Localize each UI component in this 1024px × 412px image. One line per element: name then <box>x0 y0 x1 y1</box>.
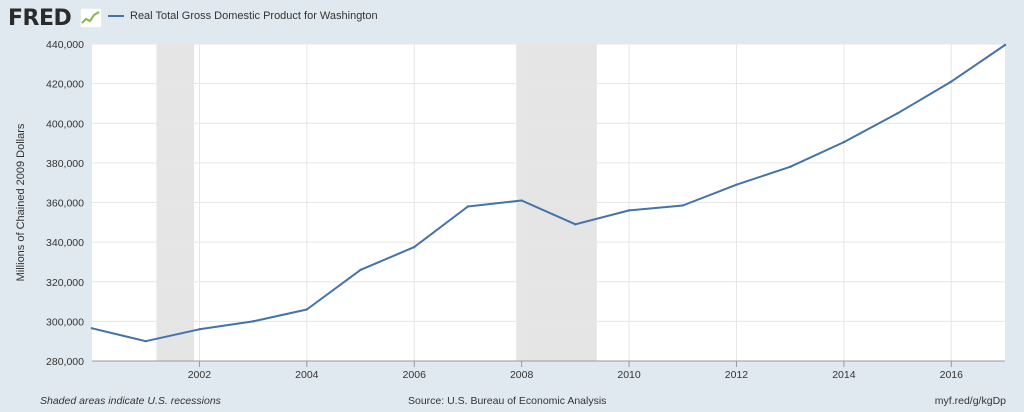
y-tick-label: 400,000 <box>46 118 84 130</box>
y-tick-label: 280,000 <box>46 356 84 368</box>
legend-series-label: Real Total Gross Domestic Product for Wa… <box>130 10 378 22</box>
x-tick-label: 2004 <box>295 369 319 381</box>
x-tick-label: 2002 <box>188 369 212 381</box>
data-point <box>788 165 792 169</box>
sparkline-chart-icon <box>80 8 102 28</box>
data-point <box>950 80 953 83</box>
data-point <box>305 308 309 311</box>
x-tick-label: 2010 <box>617 369 641 381</box>
chart-legend: Real Total Gross Domestic Product for Wa… <box>108 10 378 22</box>
data-point <box>896 112 899 115</box>
data-point <box>681 204 684 207</box>
data-point <box>1003 43 1007 47</box>
x-tick-label: 2014 <box>832 369 856 381</box>
y-axis-label: Millions of Chained 2009 Dollars <box>15 123 27 281</box>
series-line <box>91 44 1006 343</box>
data-point <box>198 328 201 331</box>
data-point <box>735 183 738 186</box>
chart-header: FRED Real Total Gross Domestic Product f… <box>0 0 1024 38</box>
y-tick-label: 320,000 <box>46 277 84 289</box>
fred-logo: FRED <box>8 6 72 31</box>
legend-swatch <box>108 15 124 17</box>
data-point <box>144 339 147 343</box>
recession-note: Shaded areas indicate U.S. recessions <box>40 395 221 407</box>
y-tick-label: 360,000 <box>46 198 84 210</box>
data-point <box>520 199 523 202</box>
y-tick-label: 300,000 <box>46 316 84 328</box>
y-tick-label: 420,000 <box>46 79 84 91</box>
source-credit: Source: U.S. Bureau of Economic Analysis <box>408 395 607 407</box>
y-tick-label: 380,000 <box>46 158 84 170</box>
x-tick-label: 2012 <box>725 369 749 381</box>
x-tick-label: 2016 <box>940 369 964 381</box>
data-point <box>842 140 846 144</box>
data-point <box>413 245 416 249</box>
y-tick-label: 440,000 <box>46 39 84 51</box>
data-point <box>90 327 94 330</box>
data-point <box>251 320 255 323</box>
x-tick-label: 2008 <box>510 369 534 381</box>
data-point <box>359 268 362 272</box>
x-tick-label: 2006 <box>403 369 427 381</box>
data-point <box>574 223 577 226</box>
data-point <box>466 205 470 208</box>
short-url-link[interactable]: myf.red/g/kgDp <box>934 395 1006 407</box>
y-tick-label: 340,000 <box>46 237 84 249</box>
data-point <box>627 209 631 212</box>
